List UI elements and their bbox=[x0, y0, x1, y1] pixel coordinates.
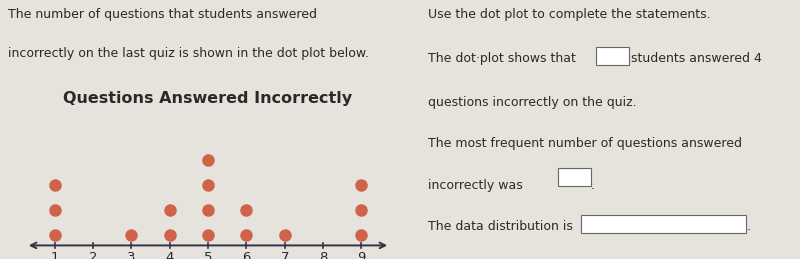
Text: Use the dot plot to complete the statements.: Use the dot plot to complete the stateme… bbox=[427, 8, 710, 21]
Text: 1: 1 bbox=[50, 251, 59, 259]
Text: The most frequent number of questions answered: The most frequent number of questions an… bbox=[427, 137, 742, 150]
Text: ⌄: ⌄ bbox=[581, 173, 588, 182]
Text: incorrectly on the last quiz is shown in the dot plot below.: incorrectly on the last quiz is shown in… bbox=[8, 47, 369, 60]
Text: 6: 6 bbox=[242, 251, 250, 259]
Text: incorrectly was: incorrectly was bbox=[427, 179, 522, 192]
Text: 5: 5 bbox=[204, 251, 212, 259]
Text: 7: 7 bbox=[281, 251, 289, 259]
Text: 9: 9 bbox=[357, 251, 366, 259]
FancyBboxPatch shape bbox=[597, 47, 629, 65]
Text: The number of questions that students answered: The number of questions that students an… bbox=[8, 8, 317, 21]
Text: The data distribution is: The data distribution is bbox=[427, 220, 572, 233]
Text: 3: 3 bbox=[127, 251, 135, 259]
FancyBboxPatch shape bbox=[558, 168, 590, 186]
Text: questions incorrectly on the quiz.: questions incorrectly on the quiz. bbox=[427, 96, 636, 109]
Text: 4: 4 bbox=[166, 251, 174, 259]
Text: ⌄: ⌄ bbox=[735, 220, 742, 228]
Text: Questions Answered Incorrectly: Questions Answered Incorrectly bbox=[63, 91, 353, 106]
Text: 2: 2 bbox=[89, 251, 98, 259]
Text: ⌄: ⌄ bbox=[619, 51, 626, 60]
Text: .: . bbox=[746, 220, 750, 233]
Text: students answered 4: students answered 4 bbox=[631, 52, 762, 65]
Text: .: . bbox=[591, 179, 595, 192]
FancyBboxPatch shape bbox=[581, 215, 746, 233]
Text: 8: 8 bbox=[319, 251, 327, 259]
Text: The dot·plot shows that: The dot·plot shows that bbox=[427, 52, 575, 65]
